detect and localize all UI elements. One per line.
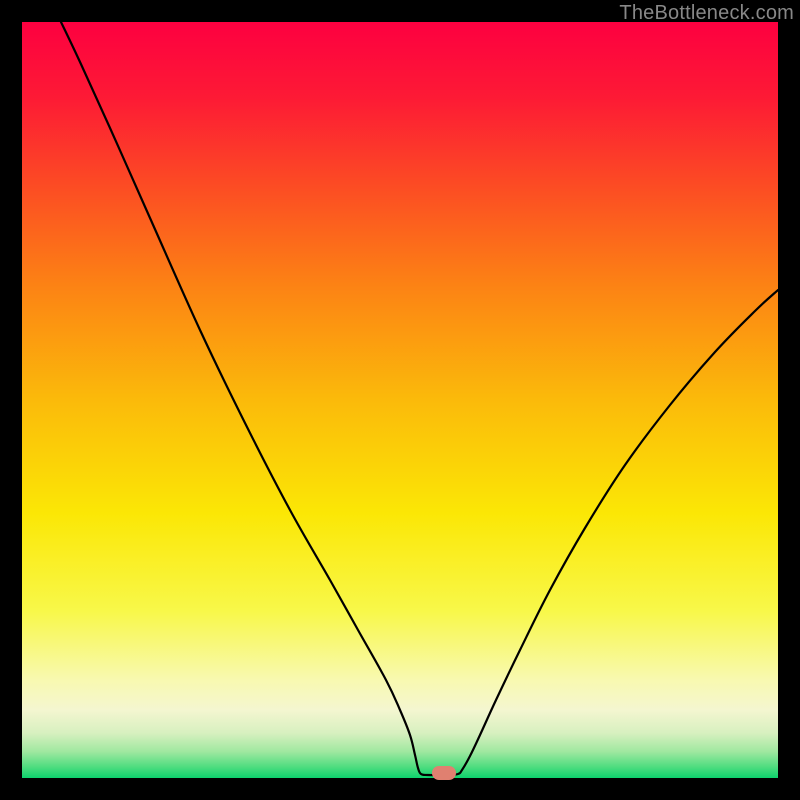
chart-svg <box>0 0 800 800</box>
gradient-plot-area <box>22 22 778 778</box>
chart-container: TheBottleneck.com <box>0 0 800 800</box>
watermark-text: TheBottleneck.com <box>619 2 794 25</box>
optimal-point-marker <box>432 766 456 780</box>
